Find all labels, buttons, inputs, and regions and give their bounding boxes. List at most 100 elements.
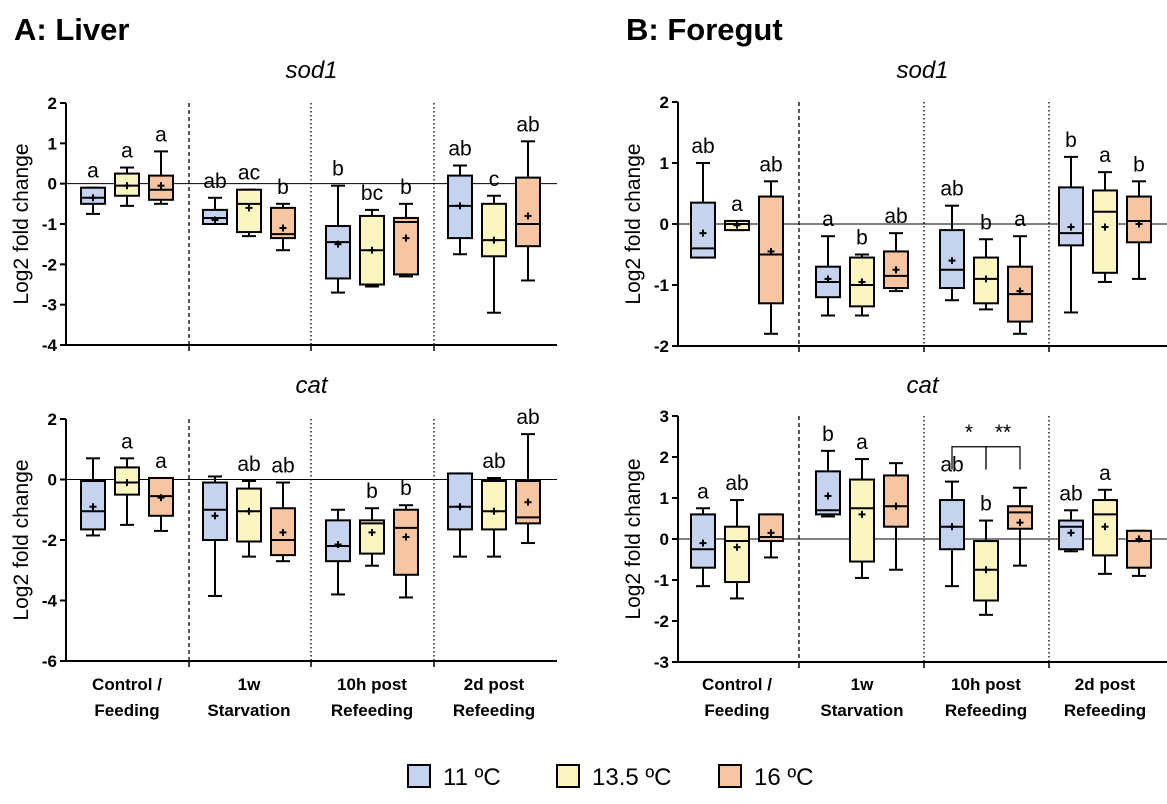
significance-letter: b xyxy=(980,211,992,234)
category-label: Control / xyxy=(702,675,772,694)
y-tick-label: -2 xyxy=(42,255,57,274)
y-tick-label: -1 xyxy=(654,276,669,295)
category-label: 2d post xyxy=(464,675,525,694)
y-tick-label: -1 xyxy=(654,571,669,590)
y-tick-label: 0 xyxy=(660,215,669,234)
significance-letter: b xyxy=(980,493,992,516)
significance-letter: ab xyxy=(203,170,226,193)
box xyxy=(1059,187,1083,245)
significance-letter: a xyxy=(1014,208,1026,231)
y-axis-label: Log2 fold change xyxy=(622,458,645,619)
significance-letter: ab xyxy=(516,406,539,429)
significance-letter: ab xyxy=(237,453,260,476)
significance-letter: a xyxy=(155,450,167,473)
category-label: Starvation xyxy=(820,701,903,720)
significance-letter: b xyxy=(400,477,412,500)
significance-letter: b xyxy=(400,176,412,199)
box xyxy=(394,510,418,575)
y-tick-label: -4 xyxy=(42,592,58,611)
y-tick-label: -6 xyxy=(42,652,57,671)
box xyxy=(850,480,874,562)
chart-title: cat xyxy=(295,372,328,399)
significance-letter: a xyxy=(1099,462,1111,485)
chart-2: sod1Log2 fold change210-1-2abaababababb a… xyxy=(622,57,1167,356)
significance-letter: ab xyxy=(759,153,782,176)
category-label: 10h post xyxy=(951,675,1021,694)
category-label: Refeeding xyxy=(1064,701,1146,720)
significance-letter: ab xyxy=(940,178,963,201)
significance-letter: a xyxy=(856,431,868,454)
y-tick-label: 0 xyxy=(48,471,57,490)
y-tick-label: 1 xyxy=(660,154,669,173)
significance-letter: ab xyxy=(516,113,539,136)
y-tick-label: 0 xyxy=(660,530,669,549)
significance-letter: c xyxy=(489,168,500,191)
box xyxy=(448,473,472,529)
box xyxy=(237,489,261,542)
category-label: Refeeding xyxy=(945,701,1027,720)
significance-letter: b xyxy=(1065,129,1077,152)
y-tick-label: -4 xyxy=(42,336,58,355)
significance-letter: a xyxy=(1099,144,1111,167)
significance-letter: b xyxy=(366,480,378,503)
category-labels-foregut: Control / Feeding 1w Starvation 10h post… xyxy=(702,675,1146,720)
significance-letter: b xyxy=(277,176,289,199)
significance-bracket xyxy=(986,447,1020,470)
legend-swatch-11 xyxy=(408,765,430,787)
category-label: 2d post xyxy=(1075,675,1136,694)
box xyxy=(516,178,540,247)
box xyxy=(482,204,506,256)
box xyxy=(326,226,350,278)
box xyxy=(203,483,227,540)
legend: 11 ºC 13.5 ºC 16 ºC xyxy=(408,764,813,791)
legend-label-13-5: 13.5 ºC xyxy=(592,764,671,791)
y-tick-label: -2 xyxy=(42,531,57,550)
significance-letter: b xyxy=(332,158,344,181)
significance-letter: a xyxy=(121,140,133,163)
box xyxy=(326,520,350,561)
significance-letter: a xyxy=(121,430,133,453)
y-tick-label: -1 xyxy=(42,215,57,234)
category-label: Starvation xyxy=(207,701,290,720)
significance-letter: ab xyxy=(1059,482,1082,505)
significance-star: ** xyxy=(995,421,1011,444)
legend-swatch-13-5 xyxy=(557,765,579,787)
legend-label-11: 11 ºC xyxy=(443,764,501,791)
significance-letter: ab xyxy=(725,472,748,495)
significance-star: * xyxy=(965,421,973,444)
category-label: Feeding xyxy=(94,701,159,720)
category-label: 1w xyxy=(238,675,261,694)
category-label: 10h post xyxy=(337,675,407,694)
y-axis-label: Log2 fold change xyxy=(622,143,645,304)
category-label: 1w xyxy=(851,675,874,694)
y-axis-label: Log2 fold change xyxy=(10,459,33,620)
box xyxy=(482,481,506,529)
y-tick-label: -3 xyxy=(654,653,669,672)
y-tick-label: -3 xyxy=(42,296,57,315)
box xyxy=(884,475,908,526)
y-axis-label: Log2 fold change xyxy=(10,143,33,304)
y-tick-label: 1 xyxy=(48,134,57,153)
significance-letter: b xyxy=(1133,153,1145,176)
significance-letter: b xyxy=(856,227,868,250)
significance-letter: ab xyxy=(271,455,294,478)
significance-letter: ac xyxy=(238,162,260,185)
significance-letter: a xyxy=(697,480,709,503)
box xyxy=(360,520,384,553)
chart-title: sod1 xyxy=(285,57,337,84)
category-label: Feeding xyxy=(704,701,769,720)
y-tick-label: -2 xyxy=(654,337,669,356)
significance-letter: b xyxy=(822,423,834,446)
y-tick-label: 3 xyxy=(660,407,669,426)
category-labels-liver: Control / Feeding 1w Starvation 10h post… xyxy=(92,675,535,720)
significance-letter: a xyxy=(822,208,834,231)
panel-title-foregut: B: Foregut xyxy=(626,12,783,47)
category-label: Refeeding xyxy=(331,701,413,720)
significance-letter: a xyxy=(155,123,167,146)
chart-3: catLog2 fold change3210-1-2-3a abb aabb aba… xyxy=(622,372,1167,672)
significance-letter: bc xyxy=(361,182,383,205)
y-tick-label: 2 xyxy=(48,94,57,113)
significance-letter: a xyxy=(87,160,99,183)
panel-title-liver: A: Liver xyxy=(14,12,129,47)
